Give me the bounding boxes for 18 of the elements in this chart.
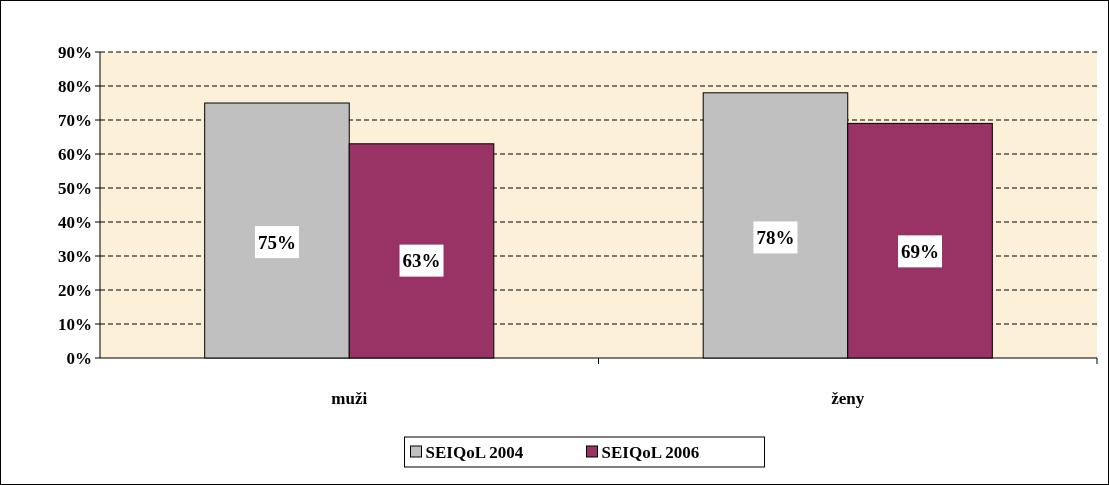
y-tick-label: 40% xyxy=(58,212,92,232)
y-tick-label: 60% xyxy=(58,144,92,164)
data-label: 69% xyxy=(901,240,940,262)
x-tick-label: ženy xyxy=(831,388,865,408)
y-tick-label: 50% xyxy=(58,178,92,198)
y-tick-label: 90% xyxy=(58,42,92,62)
y-tick-label: 30% xyxy=(58,246,92,266)
y-tick-label: 20% xyxy=(58,280,92,300)
data-label: 75% xyxy=(257,231,296,253)
data-label: 78% xyxy=(756,226,795,248)
x-tick-label: muži xyxy=(331,388,368,408)
legend-label: SEIQoL 2006 xyxy=(601,442,700,462)
y-tick-label: 80% xyxy=(58,76,92,96)
y-tick-label: 10% xyxy=(58,314,92,334)
y-tick-label: 70% xyxy=(58,110,92,130)
data-label: 63% xyxy=(402,250,441,272)
y-tick-label: 0% xyxy=(66,348,92,368)
legend-label: SEIQoL 2004 xyxy=(425,442,524,462)
